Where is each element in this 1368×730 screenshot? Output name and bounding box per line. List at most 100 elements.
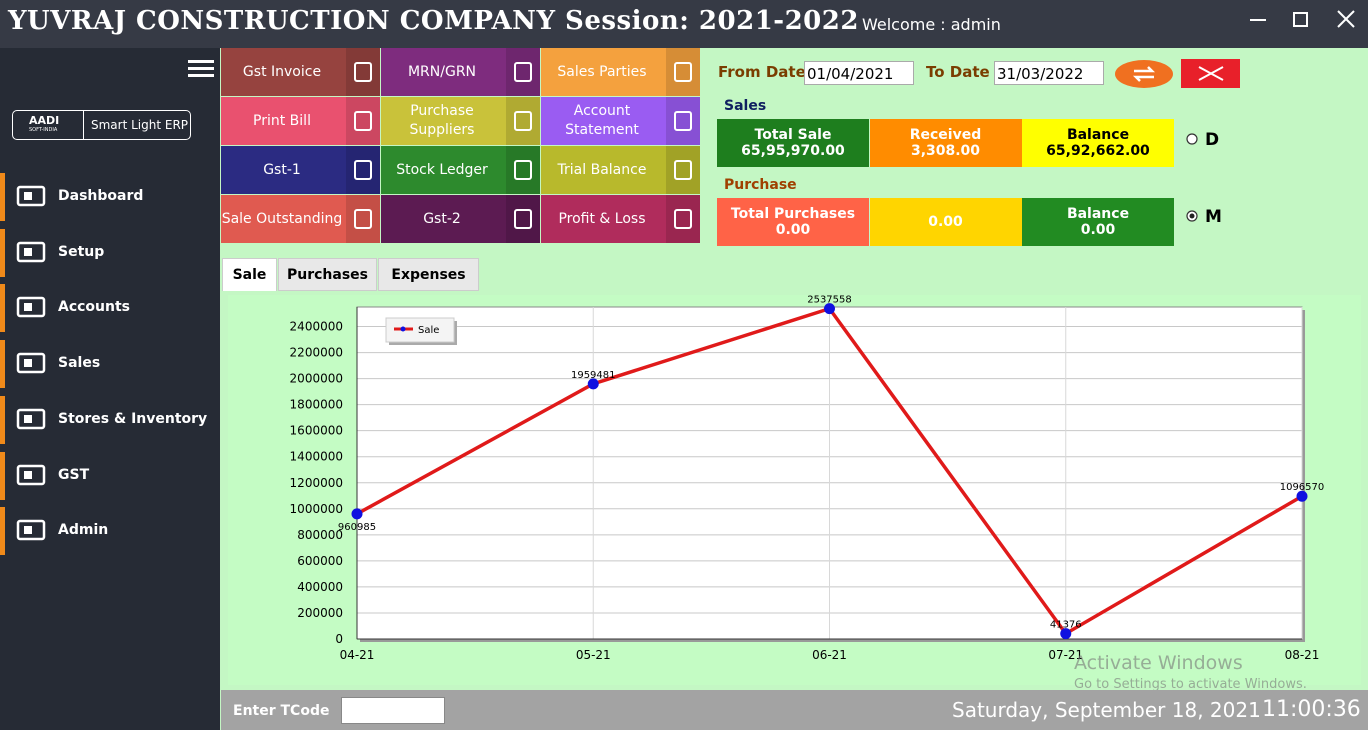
legend-label: Sale (418, 325, 439, 336)
tile-icon (506, 195, 540, 243)
card-value: 0.00 (1080, 222, 1116, 238)
summary-card: Total Sale 65,95,970.00 (717, 119, 869, 167)
menu-strip (0, 229, 5, 277)
menu-item[interactable]: Dashboard (0, 173, 220, 221)
tile-label: Sales Parties (557, 63, 647, 80)
menu-strip (0, 284, 5, 332)
x-tick-label: 06-21 (812, 648, 847, 662)
tab[interactable]: Purchases (278, 258, 377, 291)
to-date-input[interactable]: 31/03/2022 (994, 61, 1104, 85)
data-point (587, 378, 599, 390)
to-date-label: To Date (926, 63, 990, 81)
tile-button[interactable]: Gst-1 (221, 146, 380, 194)
tile-icon (666, 97, 700, 145)
card-label: Total Sale (754, 127, 832, 143)
purchase-title: Purchase (724, 177, 797, 193)
tab[interactable]: Sale (222, 258, 277, 291)
tile-icon (506, 48, 540, 96)
watermark-title: Activate Windows (1074, 652, 1243, 674)
tile-label: Profit & Loss (558, 210, 646, 227)
data-point (1296, 490, 1308, 502)
radio-option[interactable]: D (1185, 130, 1219, 150)
menu-icon (16, 519, 46, 541)
menu-item[interactable]: Accounts (0, 284, 220, 332)
tile-label: Trial Balance (557, 161, 647, 178)
summary-card: Total Purchases 0.00 (717, 198, 869, 246)
y-tick-label: 400000 (297, 580, 343, 594)
radio-label: D (1205, 130, 1220, 150)
tile-button[interactable]: Account Statement (541, 97, 700, 145)
data-point (351, 508, 363, 520)
card-label: Balance (1066, 206, 1130, 222)
from-date-label: From Date (718, 63, 806, 81)
data-point (824, 303, 835, 315)
menu-strip (0, 173, 5, 221)
tile-button[interactable]: Gst Invoice (221, 48, 380, 96)
data-label: 2537558 (807, 295, 852, 306)
tile-label: Print Bill (253, 112, 311, 129)
tile-button[interactable]: Gst-2 (381, 195, 540, 243)
tile-button[interactable]: Profit & Loss (541, 195, 700, 243)
radio-option[interactable]: M (1185, 207, 1222, 227)
tile-button[interactable]: Print Bill (221, 97, 380, 145)
product-name: Smart Light ERP (91, 118, 189, 132)
tile-button[interactable]: Sale Outstanding (221, 195, 380, 243)
tile-icon (666, 146, 700, 194)
data-point (1060, 628, 1072, 640)
tile-label: MRN/GRN (407, 63, 477, 80)
footer: Enter TCode Saturday, September 18, 2021… (221, 690, 1368, 730)
x-tick-label: 05-21 (576, 648, 611, 662)
tile-button[interactable]: Sales Parties (541, 48, 700, 96)
menu-item[interactable]: Setup (0, 229, 220, 277)
menu-strip (0, 507, 5, 555)
tab[interactable]: Expenses (378, 258, 479, 291)
tile-button[interactable]: Stock Ledger (381, 146, 540, 194)
menu-strip (0, 396, 5, 444)
y-tick-label: 0 (335, 632, 343, 646)
menu-item[interactable]: Sales (0, 340, 220, 388)
tile-button[interactable]: Purchase Suppliers (381, 97, 540, 145)
card-value: 0.00 (928, 214, 963, 230)
menu-label: Stores & Inventory (58, 411, 208, 427)
summary-card: Balance 0.00 (1022, 198, 1174, 246)
tile-label: Account Statement (565, 103, 639, 138)
y-tick-label: 2200000 (290, 346, 343, 360)
card-value: 65,92,662.00 (1046, 143, 1150, 159)
y-tick-label: 1000000 (290, 502, 343, 516)
date-buttons[interactable] (1114, 59, 1242, 89)
data-label: 960985 (338, 522, 376, 533)
legend-marker (400, 326, 406, 332)
x-tick-label: 08-21 (1285, 648, 1320, 662)
y-tick-label: 2000000 (290, 372, 343, 386)
menu-icon (16, 241, 46, 263)
y-tick-label: 600000 (297, 554, 343, 568)
menu-item[interactable]: GST (0, 452, 220, 500)
menu-label: Setup (58, 244, 105, 260)
y-tick-label: 1800000 (290, 398, 343, 412)
hamburger[interactable] (188, 58, 214, 80)
card-value: 3,308.00 (910, 143, 981, 159)
tile-button[interactable]: MRN/GRN (381, 48, 540, 96)
tile-icon (506, 146, 540, 194)
y-tick-label: 200000 (297, 606, 343, 620)
menu-item[interactable]: Stores & Inventory (0, 396, 220, 444)
from-date-input[interactable]: 01/04/2021 (804, 61, 914, 85)
tile-icon (666, 195, 700, 243)
tcode-label: Enter TCode (233, 703, 330, 719)
menu-strip (0, 452, 5, 500)
sidebar: AADI SOFT-INDIA Smart Light ERP Dashboar… (0, 48, 220, 730)
card-value: 0.00 (775, 222, 811, 238)
window-controls[interactable] (1240, 8, 1360, 32)
sales-title: Sales (724, 98, 767, 114)
tcode-input[interactable] (341, 697, 445, 724)
menu-label: Accounts (58, 299, 131, 315)
menu-item[interactable]: Admin (0, 507, 220, 555)
welcome-text: Welcome : admin (862, 15, 1001, 34)
y-tick-label: 1200000 (290, 476, 343, 490)
y-tick-label: 2400000 (290, 320, 343, 334)
menu-label: Dashboard (58, 188, 144, 204)
x-tick-label: 07-21 (1048, 648, 1083, 662)
tile-button[interactable]: Trial Balance (541, 146, 700, 194)
tile-label: Sale Outstanding (221, 210, 343, 227)
tile-icon (346, 97, 380, 145)
